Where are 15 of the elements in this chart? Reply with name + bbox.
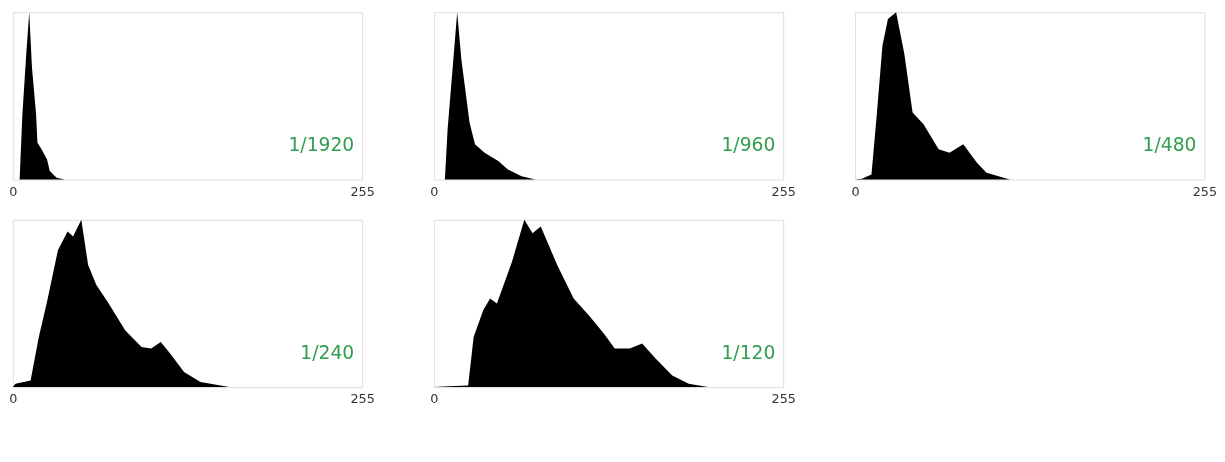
x-tick-label: 255: [771, 391, 796, 407]
annotation: 1/480: [1142, 133, 1197, 155]
annotation: 1/960: [721, 133, 776, 155]
x-tick-label: 0: [851, 183, 860, 199]
x-tick-label: 0: [9, 391, 18, 407]
annotation: 1/120: [721, 341, 776, 363]
annotation: 1/240: [300, 341, 355, 363]
x-tick-label: 255: [1192, 183, 1218, 199]
x-tick-label: 0: [9, 183, 18, 199]
x-tick-label: 0: [430, 183, 439, 199]
x-tick-label: 255: [771, 183, 796, 199]
x-tick-label: 255: [350, 391, 375, 407]
x-tick-label: 255: [350, 183, 375, 199]
x-tick-label: 0: [430, 391, 439, 407]
annotation: 1/1920: [288, 133, 355, 155]
